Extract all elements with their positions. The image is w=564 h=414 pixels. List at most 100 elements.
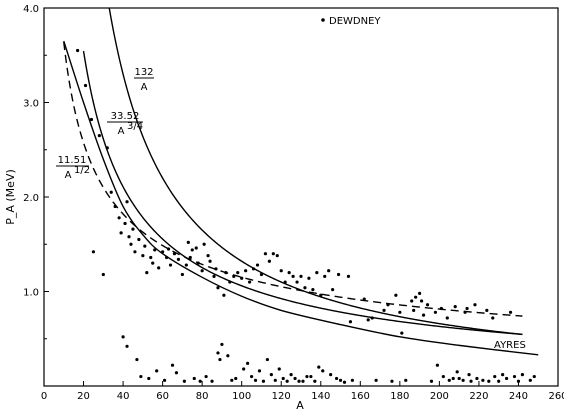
data-point	[317, 365, 321, 369]
data-point	[166, 247, 171, 251]
curve-label-denominator: A	[118, 126, 125, 137]
data-point	[208, 259, 212, 263]
data-point	[240, 276, 244, 280]
data-point	[157, 266, 161, 270]
data-point	[153, 248, 157, 252]
data-point	[83, 83, 88, 88]
data-point	[141, 253, 145, 258]
data-point	[224, 271, 228, 275]
data-point	[200, 269, 204, 273]
data-point	[350, 378, 354, 382]
data-point	[214, 267, 218, 271]
data-point	[445, 316, 449, 320]
data-point	[327, 269, 331, 273]
data-point	[218, 357, 222, 362]
data-point	[307, 276, 311, 280]
data-point	[198, 379, 202, 383]
data-point	[161, 250, 165, 254]
curve-132-over-a	[108, 7, 523, 336]
data-point	[338, 378, 343, 382]
data-point	[257, 369, 262, 373]
curve-label-numerator: 33.52	[111, 111, 140, 122]
data-point	[346, 274, 351, 278]
data-point	[291, 274, 295, 278]
data-point	[137, 237, 141, 242]
data-point	[297, 379, 301, 383]
data-point	[275, 253, 279, 258]
data-point	[382, 308, 386, 312]
data-point	[390, 379, 394, 383]
data-point	[230, 378, 234, 382]
x-tick-label: 100	[232, 391, 251, 402]
data-point	[485, 308, 489, 312]
data-point	[303, 286, 307, 290]
data-point	[234, 376, 238, 381]
data-point	[362, 297, 366, 301]
curve-11.51-over-a12	[63, 41, 523, 317]
data-point	[109, 190, 113, 194]
data-point	[216, 351, 220, 355]
data-point	[315, 271, 319, 275]
x-tick-label: 0	[41, 391, 47, 402]
x-tick-label: 160	[351, 391, 370, 402]
data-point	[348, 320, 353, 324]
data-point	[299, 274, 303, 278]
data-point	[101, 272, 105, 277]
data-point	[176, 257, 181, 261]
curve-label-numerator: 132	[134, 67, 153, 78]
data-point	[319, 293, 323, 297]
data-point	[117, 216, 121, 220]
data-point	[204, 374, 208, 379]
data-point	[164, 255, 169, 260]
data-point	[412, 308, 416, 312]
curve-label-denominator: A	[141, 82, 148, 93]
data-point	[398, 310, 402, 314]
curve-label-11.51-over-a12: 11.51 A 1/2	[56, 155, 90, 181]
data-point	[244, 269, 248, 273]
x-tick-label: 60	[156, 391, 169, 402]
legend-label-dewdney: DEWDNEY	[329, 16, 381, 27]
data-point	[532, 374, 536, 379]
data-point	[271, 252, 275, 256]
x-tick-label: 260	[548, 391, 564, 402]
data-point	[295, 280, 299, 284]
axis-ticks: 0 20 40 60 80 100 120 140 160 180 200 220 240 260 1.0 2…	[23, 4, 564, 402]
data-point	[447, 378, 451, 382]
data-point	[105, 146, 109, 150]
data-point	[269, 373, 273, 377]
data-point	[125, 344, 129, 348]
data-point	[366, 318, 370, 322]
curve-label-ayres: AYRES	[494, 340, 526, 351]
data-point	[222, 293, 226, 297]
data-point	[248, 280, 252, 284]
curve-label-exponent: 3/4	[127, 121, 143, 132]
data-point	[259, 272, 264, 277]
data-point	[493, 374, 497, 379]
curve-label-33.52-over-a34: 33.52 A 3/4	[107, 111, 143, 137]
data-point	[228, 280, 232, 284]
data-point	[267, 259, 271, 263]
data-point	[119, 231, 123, 235]
curve-label-exponent: 1/2	[74, 165, 90, 176]
annotations: A P_A (MeV) DEWDNEY 132 A 33.52 A 3/4 11…	[4, 16, 526, 412]
data-point	[190, 248, 194, 252]
data-point	[216, 286, 220, 290]
data-point	[186, 240, 190, 244]
data-point	[236, 271, 240, 275]
data-point	[309, 374, 313, 379]
x-tick-label: 20	[77, 391, 90, 402]
data-point	[508, 310, 513, 314]
data-point	[285, 379, 289, 383]
data-point	[172, 252, 177, 256]
data-point	[281, 376, 285, 381]
data-point	[528, 378, 532, 382]
data-point	[439, 306, 443, 311]
curve-label-numerator: 11.51	[58, 155, 87, 166]
data-point	[301, 379, 305, 383]
legend-marker	[321, 18, 325, 22]
data-point	[155, 369, 159, 373]
data-point	[287, 271, 291, 275]
data-point	[441, 374, 445, 379]
data-point	[123, 221, 127, 226]
y-tick-label: 1.0	[23, 288, 39, 299]
